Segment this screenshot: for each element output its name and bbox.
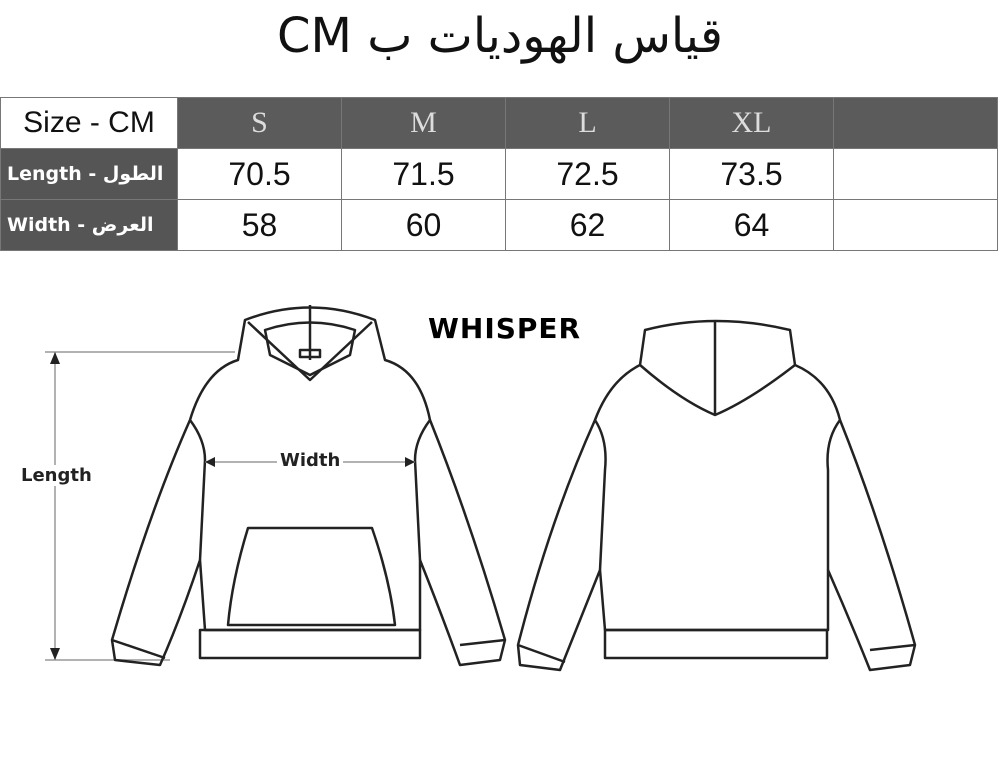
brand-logo: WHISPER xyxy=(428,312,582,345)
table-header-row: Size - CM S M L XL xyxy=(0,97,998,149)
arrow-down-icon xyxy=(50,648,60,660)
arrow-left-icon xyxy=(205,457,215,467)
size-header: XL xyxy=(669,97,834,149)
length-label: Length xyxy=(18,465,95,486)
corner-cell: Size - CM xyxy=(0,97,178,149)
table-cell: 64 xyxy=(669,199,834,251)
table-cell: 73.5 xyxy=(669,148,834,200)
row-label-width: Width - العرض xyxy=(0,199,178,251)
table-cell: 72.5 xyxy=(505,148,670,200)
back-hoodie-icon xyxy=(516,319,917,672)
size-header: M xyxy=(341,97,506,149)
front-hoodie-icon xyxy=(110,305,507,667)
size-header: S xyxy=(177,97,342,149)
arrow-up-icon xyxy=(50,352,60,364)
table-cell: 70.5 xyxy=(177,148,342,200)
size-header: L xyxy=(505,97,670,149)
table-cell: 60 xyxy=(341,199,506,251)
arrow-right-icon xyxy=(405,457,415,467)
table-row: Width - العرض 58 60 62 64 xyxy=(0,199,998,251)
table-cell: 71.5 xyxy=(341,148,506,200)
row-label-length: Length - الطول xyxy=(0,148,178,200)
width-label: Width xyxy=(277,450,344,471)
table-cell xyxy=(833,199,998,251)
table-cell: 58 xyxy=(177,199,342,251)
size-table: Size - CM S M L XL Length - الطول 70.5 7… xyxy=(0,97,998,251)
page-title: قياس الهوديات ب CM xyxy=(277,8,723,64)
size-header xyxy=(833,97,998,149)
length-measure-line xyxy=(45,351,235,661)
